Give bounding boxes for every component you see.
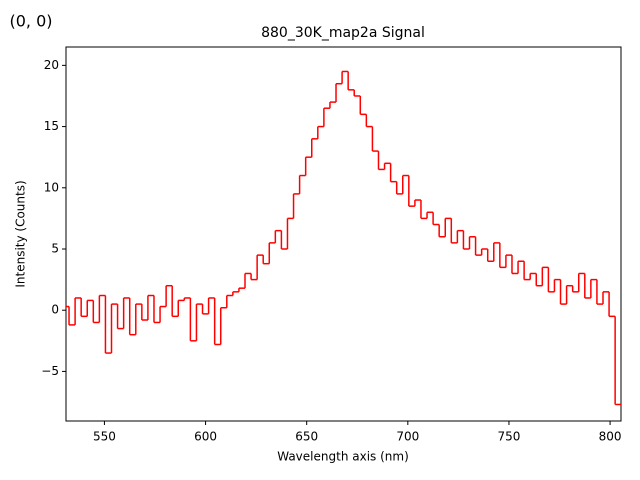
annotation: (0, 0) <box>9 12 52 31</box>
y-tick-label: 5 <box>51 241 59 255</box>
x-tick-label: 800 <box>599 430 622 444</box>
x-tick-label: 600 <box>194 430 217 444</box>
x-tick-label: 750 <box>497 430 520 444</box>
plot-frame <box>65 46 622 422</box>
x-axis-label: Wavelength axis (nm) <box>277 450 409 464</box>
y-tick-label: 15 <box>44 119 59 133</box>
chart-title: 880_30K_map2a Signal <box>261 25 425 41</box>
y-tick-label: 0 <box>51 303 59 317</box>
y-tick-label: 10 <box>44 180 59 194</box>
y-axis-label: Intensity (Counts) <box>14 180 28 287</box>
x-tick-label: 550 <box>93 430 116 444</box>
x-tick-label: 700 <box>396 430 419 444</box>
y-tick-label: −5 <box>41 364 59 378</box>
x-tick-label: 650 <box>295 430 318 444</box>
y-tick-label: 20 <box>44 58 59 72</box>
